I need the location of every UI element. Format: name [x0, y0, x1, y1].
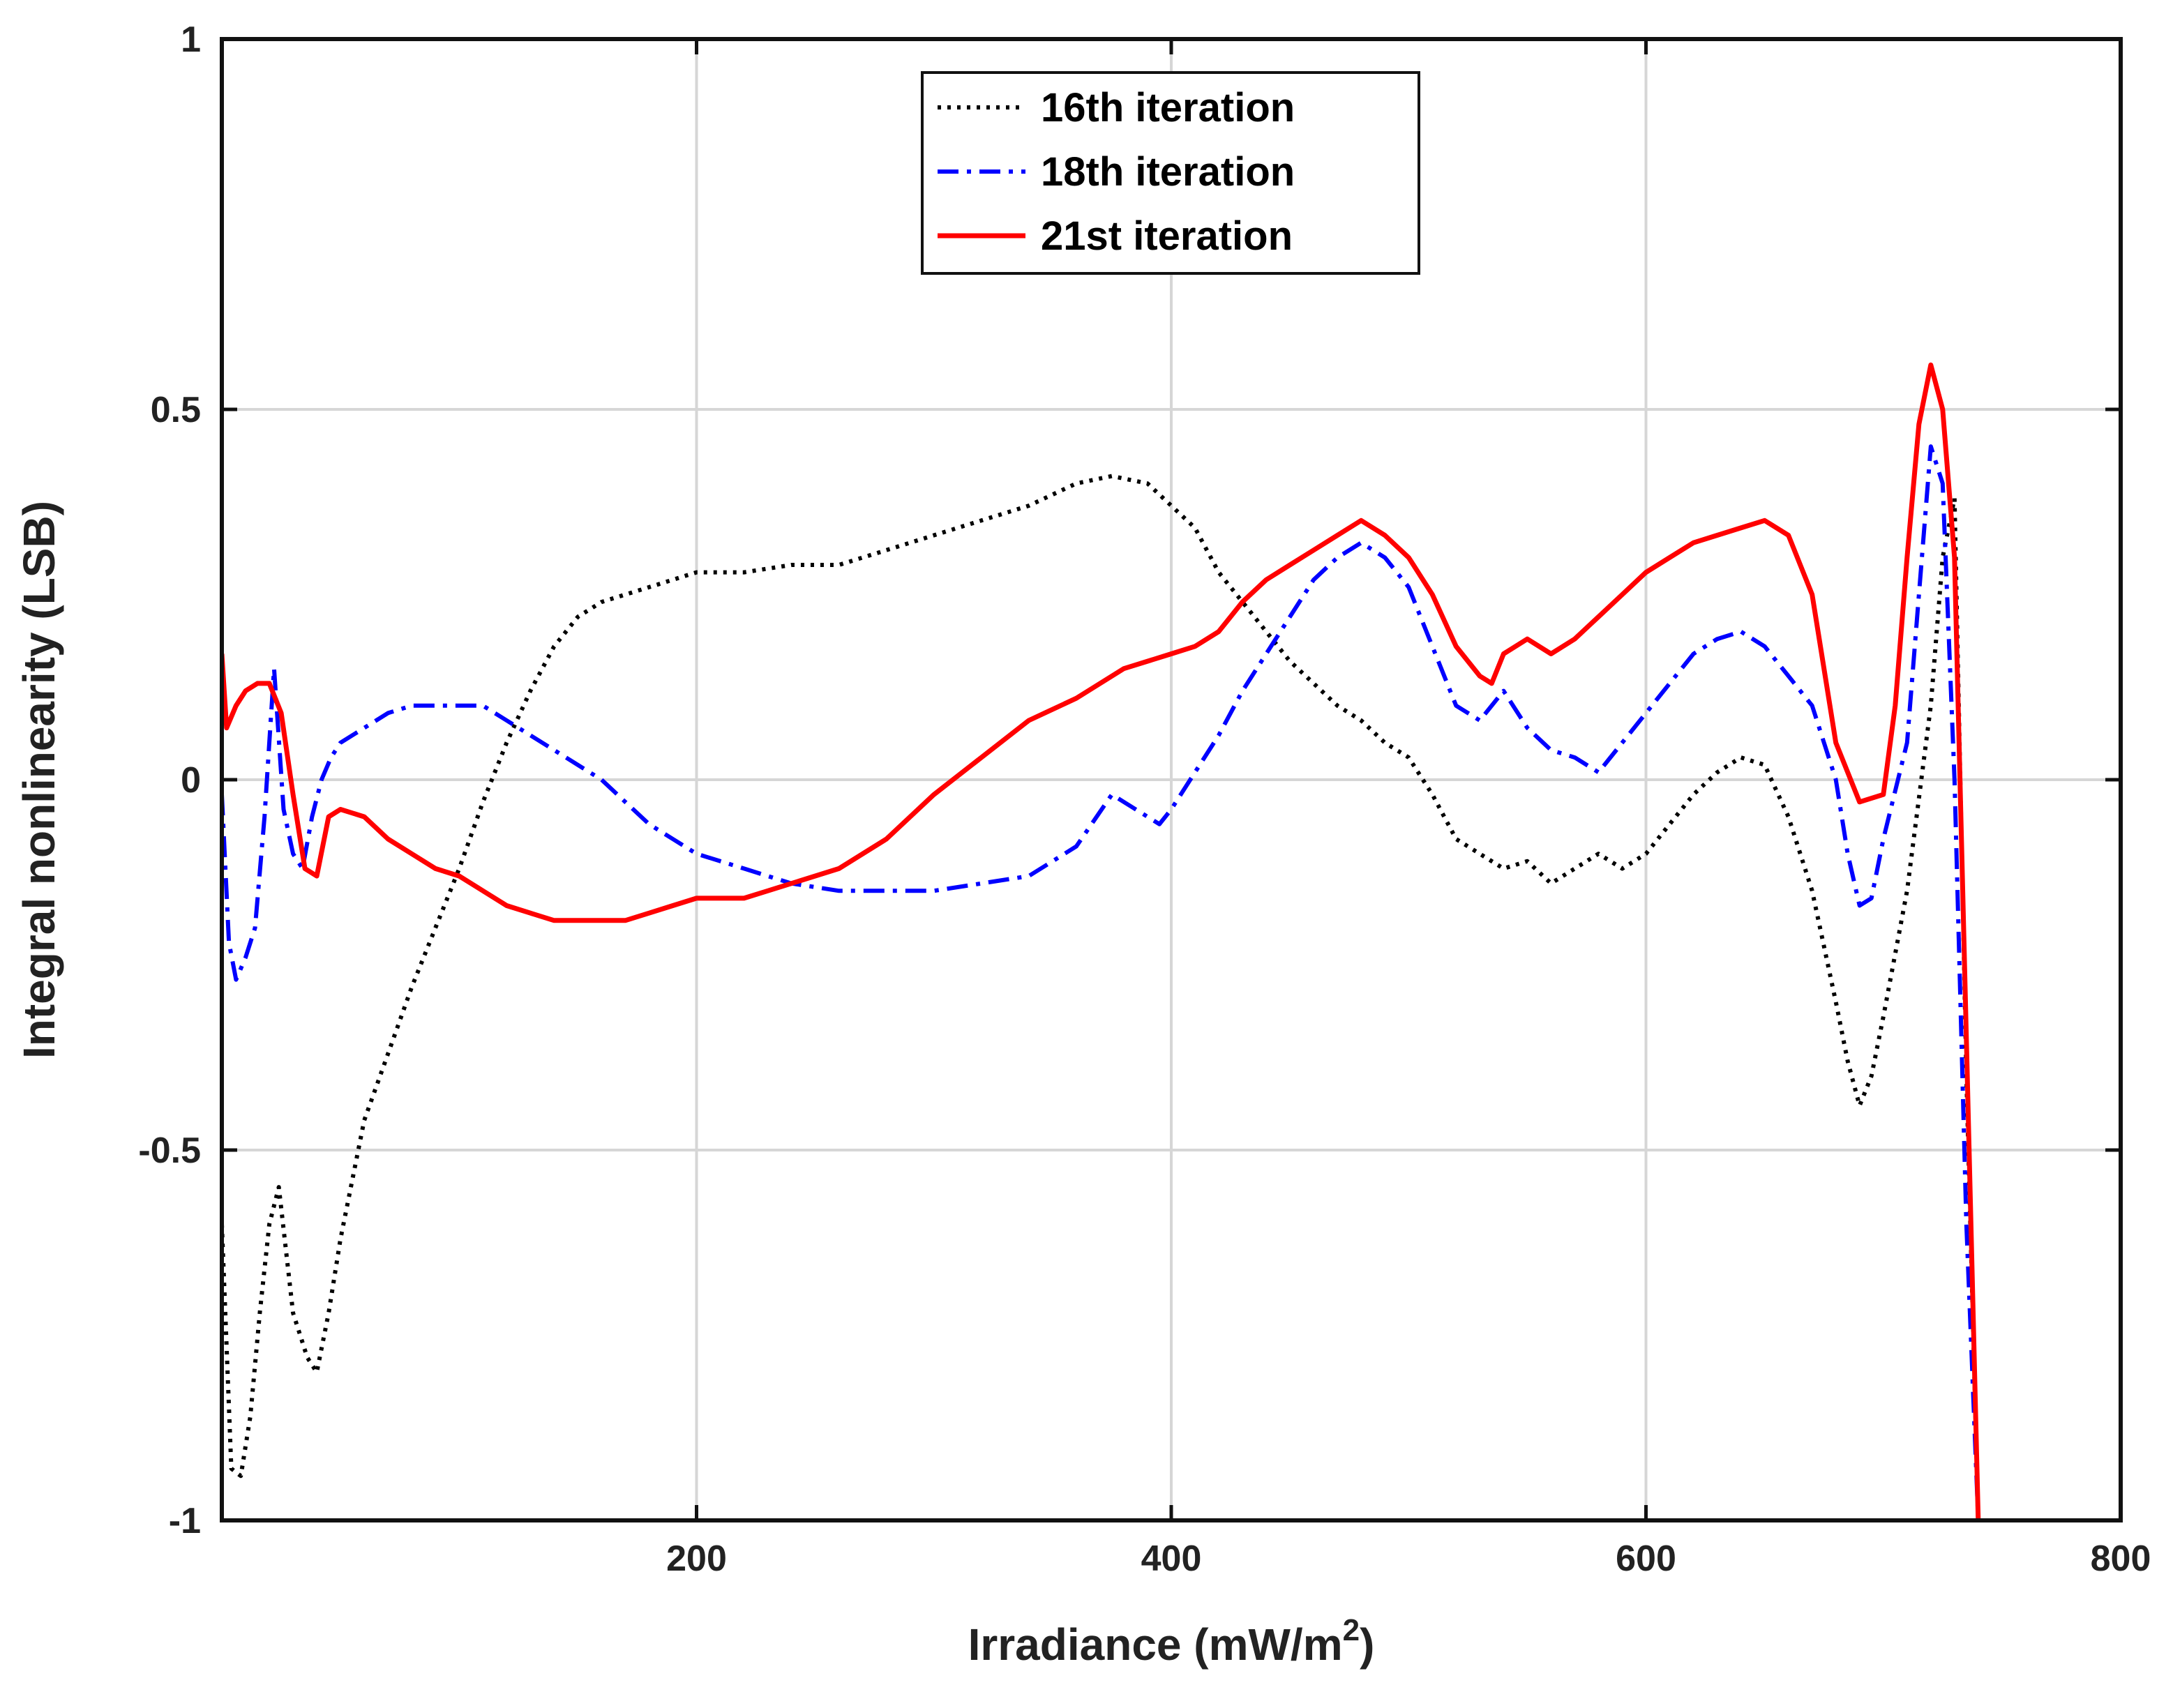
x-axis-title-superscript: 2: [1343, 1613, 1360, 1647]
y-tick-label: 0.5: [151, 390, 201, 430]
series-line-3: [222, 362, 1981, 1520]
y-axis-title: Integral nonlinearity (LSB): [14, 501, 64, 1059]
x-axis-title-main: Irradiance (mW/m: [968, 1619, 1343, 1670]
y-tick-label: 1: [181, 20, 201, 60]
axis-tick-labels: 200 400 600 800 1 0.5 0 -0.5 -1: [138, 20, 2151, 1579]
x-axis-title: Irradiance (mW/m2): [968, 1613, 1375, 1670]
axis-ticks: [222, 37, 2123, 1522]
legend: 16th iteration 18th iteration 21st iterati…: [921, 71, 1420, 275]
x-tick-label: 600: [1616, 1539, 1676, 1579]
x-tick-label: 200: [666, 1539, 727, 1579]
x-tick-label: 400: [1141, 1539, 1202, 1579]
legend-label-1: 16th iteration: [1041, 85, 1295, 130]
grid: [222, 39, 2121, 1520]
y-tick-label: -1: [169, 1501, 201, 1541]
x-axis-title-close: ): [1360, 1619, 1374, 1670]
y-tick-label: 0: [181, 760, 201, 801]
series-group: [222, 362, 1981, 1520]
legend-label-3: 21st iteration: [1041, 213, 1293, 259]
legend-box: [921, 71, 1420, 275]
legend-label-2: 18th iteration: [1041, 149, 1295, 195]
y-tick-label: -0.5: [138, 1131, 201, 1171]
series-line-2: [222, 444, 1980, 1520]
x-tick-label: 800: [2091, 1539, 2151, 1579]
